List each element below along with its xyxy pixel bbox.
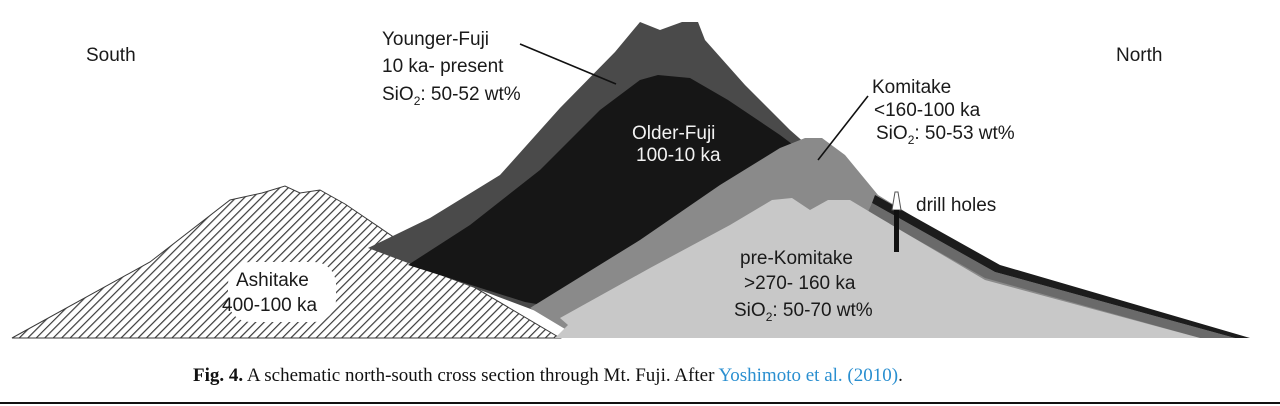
reference-link[interactable]: Yoshimoto et al. (2010) (718, 365, 898, 386)
older-fuji-layer (408, 75, 800, 308)
figure-caption: Fig. 4. A schematic north-south cross se… (193, 365, 903, 386)
ashitake-age: 400-100 ka (222, 295, 318, 316)
drill-holes-label: drill holes (916, 195, 996, 216)
direction-north: North (1116, 45, 1162, 66)
pre-komitake-age: >270- 160 ka (744, 273, 856, 294)
direction-south: South (86, 45, 136, 66)
older-fuji-age: 100-10 ka (636, 145, 721, 166)
younger-fuji-age: 10 ka- present (382, 56, 504, 77)
younger-fuji-pointer (519, 43, 617, 85)
komitake-name: Komitake (872, 77, 951, 98)
ashitake-label-group: Ashitake 400-100 ka (222, 262, 336, 322)
drill-hole-icon (891, 191, 902, 252)
pre-komitake-name: pre-Komitake (740, 248, 853, 269)
pre-komitake-sio2: SiO2: 50-70 wt% (734, 300, 873, 324)
ashitake-name: Ashitake (236, 270, 309, 291)
older-fuji-name: Older-Fuji (632, 123, 715, 144)
komitake-age: <160-100 ka (874, 100, 981, 121)
younger-fuji-name: Younger-Fuji (382, 29, 489, 50)
younger-fuji-sio2: SiO2: 50-52 wt% (382, 84, 521, 108)
komitake-pointer (817, 95, 869, 161)
pre-komitake-layer (555, 198, 1200, 338)
komitake-sio2: SiO2: 50-53 wt% (876, 123, 1015, 147)
